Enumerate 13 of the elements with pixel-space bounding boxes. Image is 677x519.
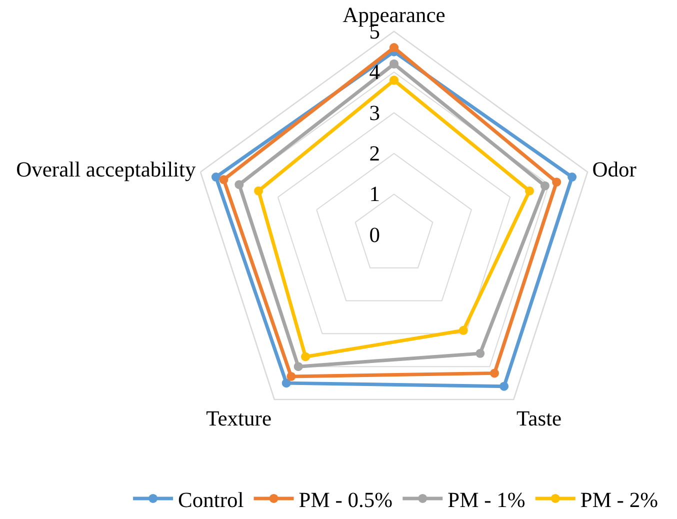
legend-label: PM - 1% [448, 488, 526, 512]
y-tick-label: 2 [369, 141, 380, 166]
legend-label: PM - 0.5% [298, 488, 393, 512]
y-tick-label: 4 [369, 60, 380, 84]
y-tick-label: 0 [369, 222, 380, 247]
y-tick-label: 1 [369, 182, 380, 206]
y-tick-label: 3 [369, 100, 380, 125]
spoke-label: Overall acceptability [16, 157, 196, 182]
spoke-label: Texture [206, 406, 272, 430]
spoke-label: Odor [592, 157, 636, 182]
legend-label: PM - 2% [580, 488, 658, 512]
spoke-label: Taste [516, 406, 562, 430]
legend-label: Control [178, 488, 244, 512]
